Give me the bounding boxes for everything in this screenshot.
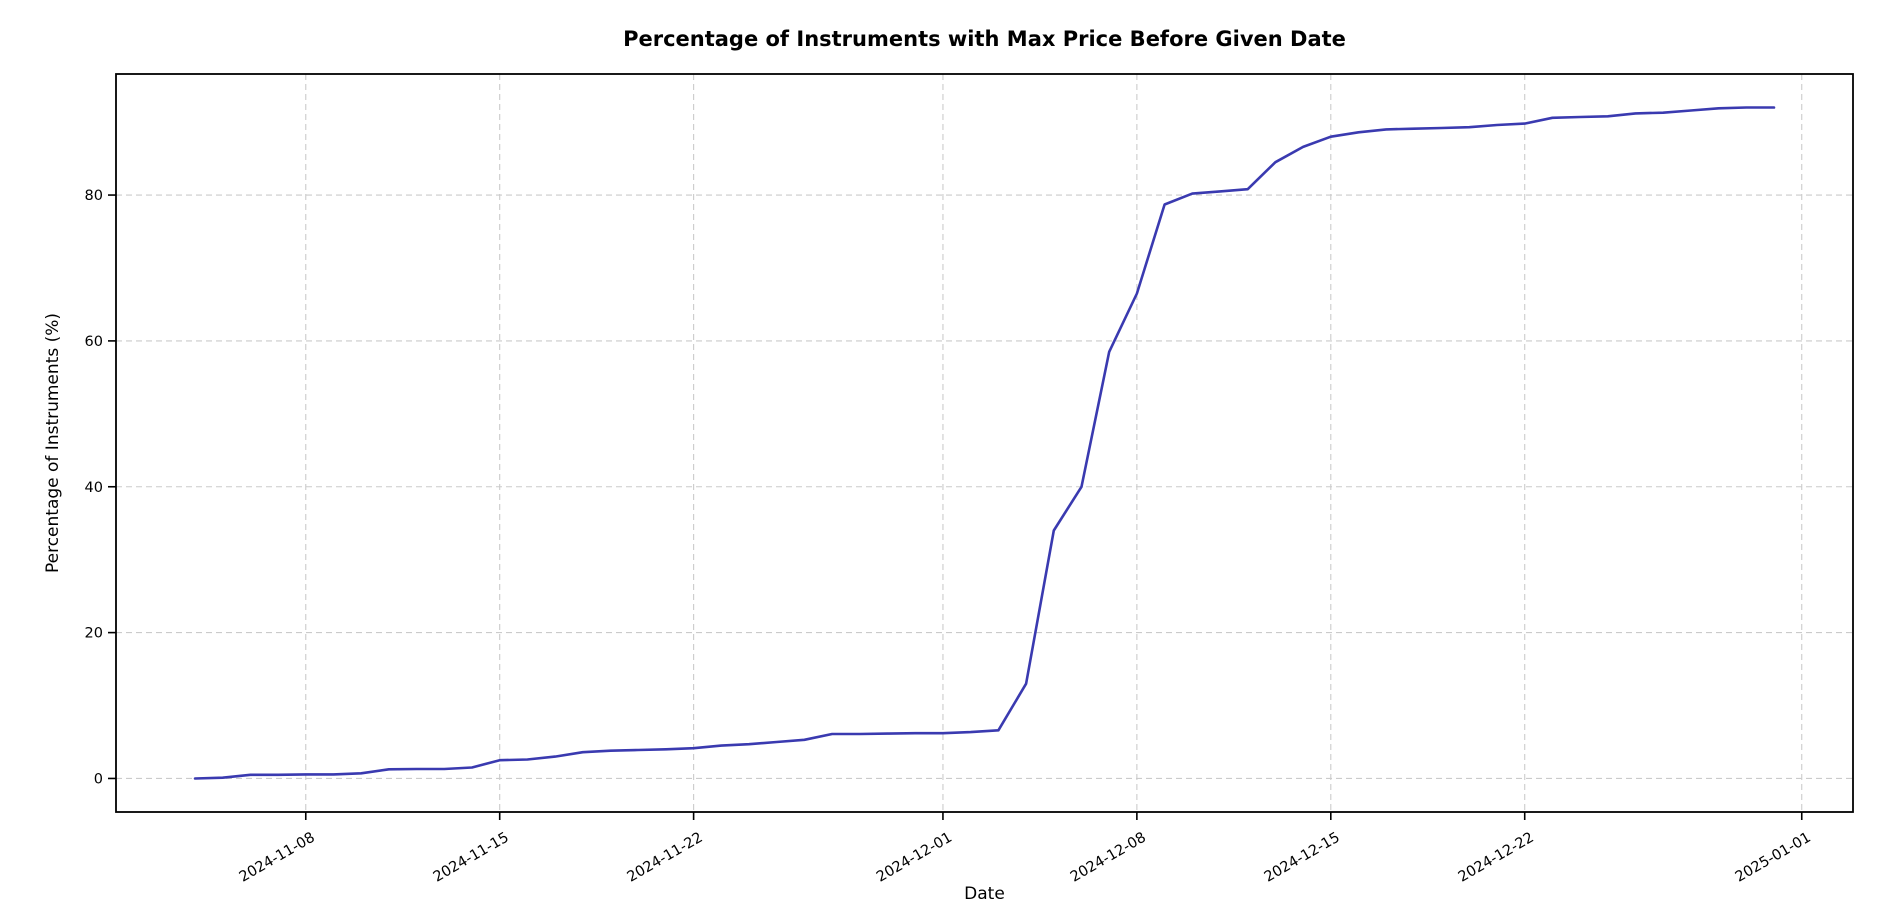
x-tick-label: 2024-12-08 [1068,830,1149,886]
x-axis-label: Date [964,884,1005,904]
x-tick-label: 2024-11-08 [237,830,318,886]
x-tick-label: 2024-12-22 [1456,830,1537,886]
y-tick-label: 60 [85,334,103,350]
chart-title: Percentage of Instruments with Max Price… [623,27,1346,51]
x-tick-label: 2025-01-01 [1733,830,1814,886]
y-tick-label: 80 [85,188,103,204]
x-tick-label: 2024-11-22 [625,830,706,886]
y-tick-label: 40 [85,480,103,496]
x-tick-label: 2024-12-15 [1262,830,1343,886]
y-tick-label: 0 [94,771,103,787]
data-line [193,106,1776,780]
x-tick-label: 2024-12-01 [874,830,955,886]
y-tick-label: 20 [85,626,103,642]
plot-border [115,73,1854,813]
x-tick-label: 2024-11-15 [431,830,512,886]
